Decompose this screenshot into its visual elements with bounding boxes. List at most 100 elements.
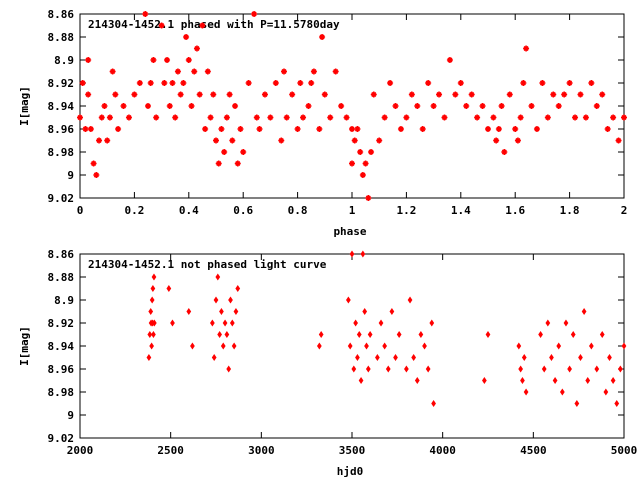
phased-data-point [349, 126, 355, 132]
phased-data-point [408, 91, 415, 98]
phased-xtick-label: 0.8 [288, 204, 308, 217]
phased-data-point [297, 80, 304, 86]
unphased-data-point [389, 307, 395, 316]
unphased-ytick-label: 9 [67, 409, 74, 422]
phased-data-point [327, 114, 334, 121]
phased-data-point [425, 80, 432, 86]
phased-data-point [615, 137, 622, 144]
phased-data-point [196, 91, 203, 98]
phased-data-point [267, 114, 274, 121]
unphased-data-point [213, 296, 219, 304]
unphased-data-point [614, 399, 620, 408]
phased-xtick-label: 1.8 [560, 204, 580, 217]
phased-data-point [305, 103, 312, 109]
unphased-data-point [355, 353, 360, 362]
unphased-ytick-label: 8.96 [48, 363, 75, 376]
phased-ytick-label: 8.94 [48, 100, 75, 113]
phased-data-point [419, 126, 426, 132]
phased-data-point [593, 103, 600, 109]
unphased-xtick-label: 2000 [67, 444, 94, 457]
phased-ytick-label: 8.98 [48, 146, 75, 159]
unphased-ytick-label: 8.88 [48, 271, 75, 284]
phased-data-point [479, 103, 486, 109]
phased-data-point [145, 103, 151, 109]
unphased-data-point [228, 296, 233, 304]
unphased-data-point [396, 330, 402, 339]
unphased-data-point [429, 319, 435, 327]
unphased-data-point [520, 376, 525, 385]
phased-xtick-label: 2 [621, 204, 628, 217]
phased-data-point [191, 68, 198, 75]
unphased-data-point [610, 376, 616, 385]
phased-data-point [544, 114, 551, 121]
phased-data-point [403, 114, 410, 121]
phased-data-point [566, 80, 573, 86]
phased-data-point [261, 91, 268, 98]
phased-data-point [158, 22, 165, 29]
phased-data-point [490, 114, 497, 121]
unphased-data-point [621, 342, 627, 350]
phased-data-point [136, 80, 143, 86]
phased-data-point [106, 114, 113, 121]
phased-data-point [362, 160, 369, 167]
unphased-data-point [362, 307, 368, 316]
unphased-ytick-label: 8.92 [48, 317, 75, 330]
phased-ytick-label: 8.9 [54, 54, 74, 67]
unphased-data-point [570, 330, 576, 339]
phased-data-point [281, 68, 287, 75]
unphased-data-point [618, 365, 623, 373]
phased-data-point [96, 137, 103, 144]
phased-plot-ylabel: I[mag] [18, 86, 31, 126]
phased-data-point [365, 195, 372, 201]
unphased-data-point [148, 307, 154, 316]
phased-data-point [512, 126, 519, 132]
unphased-ytick-label: 8.9 [54, 294, 74, 307]
unphased-data-point [418, 330, 424, 339]
unphased-data-point [382, 342, 388, 350]
phased-data-point [392, 103, 399, 109]
phased-data-point [588, 80, 595, 86]
unphased-data-point [233, 307, 239, 316]
phased-data-point [308, 80, 315, 86]
phased-data-point [621, 114, 627, 121]
phased-data-point [430, 103, 437, 109]
unphased-plot-points [146, 250, 627, 408]
phased-data-point [485, 126, 491, 132]
unphased-xtick-label: 3000 [248, 444, 275, 457]
phased-data-point [120, 103, 127, 109]
unphased-plot-ticks: 2000 2500 3000 3500 4000 4500 50008.868.888.98… [48, 248, 638, 457]
unphased-data-point [411, 353, 417, 362]
phased-data-point [199, 22, 206, 29]
phased-xtick-label: 1.6 [505, 204, 525, 217]
phased-data-point [204, 68, 211, 75]
phased-data-point [85, 91, 92, 98]
phased-data-point [599, 91, 606, 98]
phased-data-point [218, 126, 225, 132]
phased-data-point [161, 80, 168, 86]
unphased-xtick-label: 5000 [611, 444, 638, 457]
unphased-data-point [220, 342, 226, 350]
phased-data-point [446, 57, 453, 63]
phased-data-point [90, 160, 97, 167]
phased-data-point [245, 80, 252, 86]
unphased-data-point [375, 353, 380, 362]
unphased-data-point [211, 353, 217, 362]
phased-data-point [202, 126, 209, 132]
unphased-data-point [518, 365, 524, 373]
unphased-data-point [559, 388, 565, 396]
phased-data-point [463, 103, 470, 109]
phased-data-point [474, 114, 481, 121]
unphased-data-point [607, 353, 612, 362]
unphased-data-point [349, 250, 355, 258]
phased-xtick-label: 1 [349, 204, 356, 217]
unphased-data-point [229, 319, 235, 327]
phased-data-point [501, 149, 508, 155]
unphased-ytick-label: 8.98 [48, 386, 75, 399]
phased-data-point [316, 126, 323, 132]
phased-data-point [520, 80, 527, 86]
phased-data-point [414, 103, 421, 109]
unphased-data-point [414, 376, 420, 385]
unphased-data-point [364, 342, 369, 350]
unphased-xtick-label: 3500 [339, 444, 366, 457]
